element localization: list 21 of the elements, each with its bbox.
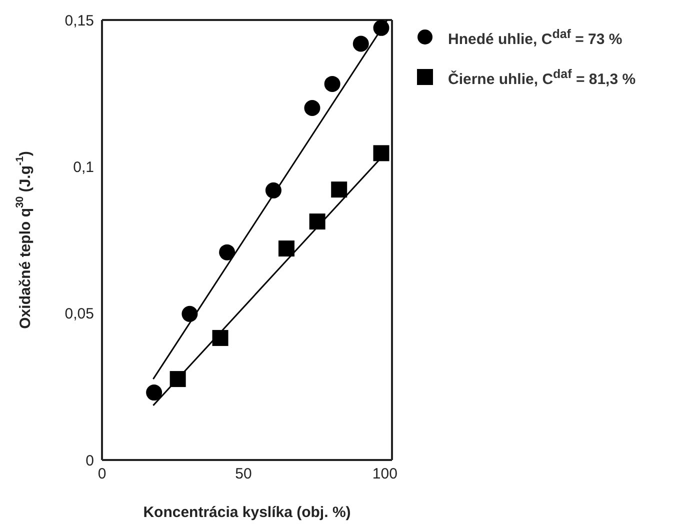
point <box>304 100 320 116</box>
point <box>212 330 228 346</box>
point <box>219 244 236 260</box>
y-tick-label: 0,05 <box>64 306 94 323</box>
point <box>352 36 369 52</box>
y-tick-label: 0,15 <box>64 12 94 30</box>
point <box>146 384 162 401</box>
x-axis-title: Koncentrácia kyslíka (obj. %) <box>143 504 351 521</box>
legend-label: Čierne uhlie, C$^{daf}$ = 81,3 % <box>448 66 636 88</box>
point <box>324 76 340 92</box>
y-tick-label: 0 <box>86 452 94 470</box>
y-tick-label: 0,1 <box>73 158 94 176</box>
point <box>309 214 326 230</box>
point <box>278 240 294 257</box>
point <box>331 182 348 198</box>
legend-label: Hnedé uhlie, C$^{daf}$ = 73 % <box>448 26 622 48</box>
x-tick-label: 100 <box>372 466 398 483</box>
point <box>373 145 390 162</box>
x-tick-label: 0 <box>98 466 106 483</box>
point <box>182 306 198 322</box>
x-tick-label: 50 <box>235 466 252 483</box>
